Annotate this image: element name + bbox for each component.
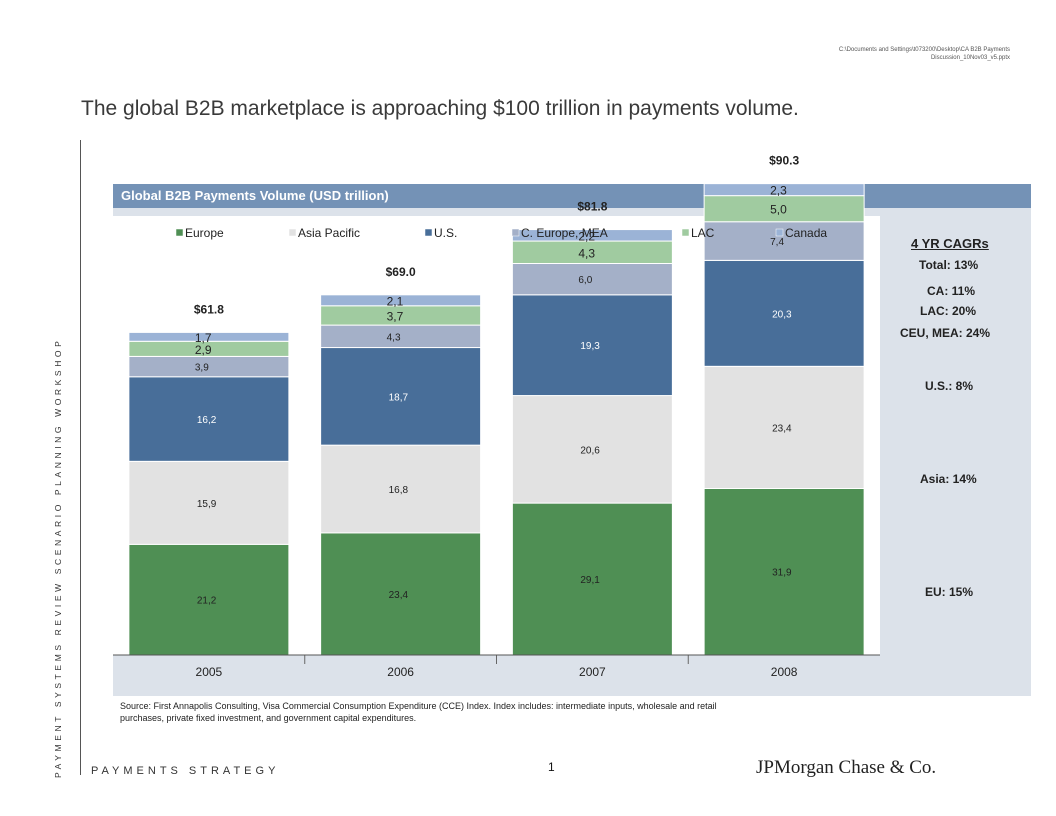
x-tick-label: 2005 [196,665,223,679]
cagr-us: U.S.: 8% [925,379,974,393]
legend-swatch [511,228,520,237]
data-label: 15,9 [197,499,217,510]
data-label: 16,8 [389,485,409,496]
page-number: 1 [548,760,555,774]
data-label: 23,4 [772,423,792,434]
bar-asia-pacific-2005 [128,460,290,545]
legend-label: Canada [785,226,827,240]
data-label: 2,2 [578,229,595,243]
data-label: 20,6 [580,445,600,456]
cagr-lac: LAC: 20% [920,304,977,318]
legend-swatch [681,228,690,237]
company-logo: JPMorgan Chase & Co. [756,757,937,778]
legend-label: Asia Pacific [298,226,360,240]
data-label: 21,2 [197,596,217,607]
bar-europe-2008 [703,487,865,656]
bar-u-s--2006 [320,347,482,446]
data-label: 18,7 [389,392,409,403]
data-label: 6,0 [578,275,592,286]
data-label: 1,7 [195,331,212,345]
legend-label: U.S. [434,226,457,240]
bar-u-s--2007 [511,294,673,397]
bar-europe-2006 [320,532,482,656]
cagr-ca: CA: 11% [927,284,976,298]
chart-header: Global B2B Payments Volume (USD trillion… [113,184,1031,208]
bar-c-europe-mea-2007 [511,263,673,296]
vertical-divider [80,140,81,775]
cagr-total: Total: 13% [919,258,979,272]
data-label: 5,0 [770,203,787,217]
data-label: 19,3 [580,341,600,352]
bar-u-s--2008 [703,259,865,367]
legend-swatch [288,228,297,237]
bar-europe-2007 [511,502,673,656]
source-note: Source: First Annapolis Consulting, Visa… [120,701,717,723]
bar-canada-2006 [320,294,482,307]
total-label: $69.0 [386,265,416,279]
cagr-eu: EU: 15% [925,585,974,599]
legend-label: Europe [185,226,224,240]
chart-title: Global B2B Payments Volume (USD trillion… [121,188,389,203]
bar-c-europe-mea-2008 [703,221,865,261]
data-label: 2,9 [195,343,212,357]
bar-canada-2008 [703,183,865,197]
legend-swatch [424,228,433,237]
x-tick-label: 2007 [579,665,606,679]
data-label: 16,2 [197,415,217,426]
total-label: $90.3 [769,154,799,168]
cagr-asia: Asia: 14% [920,472,977,486]
bar-asia-pacific-2007 [511,395,673,504]
file-path: C:\Documents and Settings\t073200\Deskto… [838,47,1010,61]
bar-asia-pacific-2008 [703,365,865,489]
slide-title: The global B2B marketplace is approachin… [81,97,799,120]
cagr-heading: 4 YR CAGRs [911,236,989,251]
legend-swatch [775,228,784,237]
data-label: 2,1 [387,294,404,308]
bar-u-s--2005 [128,376,290,462]
footer-section-label: PAYMENTS STRATEGY [91,765,280,777]
data-label: 23,4 [389,590,409,601]
bar-lac-2008 [703,195,865,223]
data-label: 4,3 [578,246,595,260]
data-label: 3,9 [195,363,209,374]
data-label: 4,3 [387,332,401,343]
total-label: $61.8 [194,302,224,316]
data-label: 29,1 [580,575,600,586]
cagr-ceu-mea: CEU, MEA: 24% [900,326,991,340]
legend-label: LAC [691,226,715,240]
data-label: 2,3 [770,184,787,198]
legend-label: C. Europe, MEA [521,226,608,240]
legend-swatch [175,228,184,237]
bar-canada-2005 [128,331,290,342]
x-tick-label: 2008 [771,665,798,679]
bar-c-europe-mea-2006 [320,324,482,349]
total-label: $81.8 [577,200,607,214]
data-label: 20,3 [772,309,792,320]
data-label: 3,7 [387,309,404,323]
data-label: 31,9 [772,568,792,579]
bar-c-europe-mea-2005 [128,355,290,378]
bar-asia-pacific-2006 [320,444,482,534]
data-label: 7,4 [770,237,784,248]
x-tick-label: 2006 [387,665,414,679]
